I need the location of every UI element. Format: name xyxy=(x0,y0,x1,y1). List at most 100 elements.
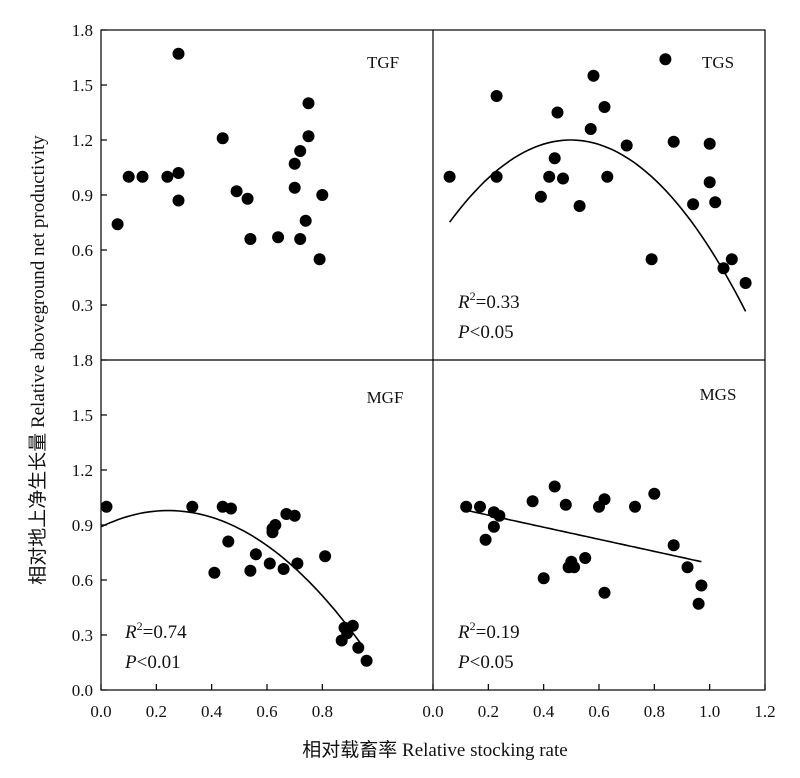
data-point-tgs-4 xyxy=(543,170,556,183)
data-point-tgs-14 xyxy=(645,253,658,266)
y-tick-label-top-5: 1.8 xyxy=(72,21,93,40)
data-point-tgs-18 xyxy=(703,137,716,150)
data-point-tgs-9 xyxy=(584,123,597,135)
data-point-mgf-5 xyxy=(225,502,237,515)
panel-mgs: MGS R2=0.19 P<0.05 xyxy=(457,385,736,673)
panels-layer: TGF TGS R2=0.33 P<0.05 MGF R2=0.74 P<0.01 MGS R2… xyxy=(100,47,752,673)
data-point-tgs-3 xyxy=(534,190,547,203)
data-point-mgs-21 xyxy=(692,597,705,610)
x-tick-label-right-3: 0.6 xyxy=(588,702,609,721)
y-tick-label-top-2: 0.9 xyxy=(72,186,93,205)
data-point-tgf-3 xyxy=(161,170,174,183)
data-point-mgs-18 xyxy=(648,487,661,500)
x-tick-label-right-1: 0.2 xyxy=(478,702,499,721)
x-tick-label-right-0: 0.0 xyxy=(422,702,443,721)
data-point-mgf-22 xyxy=(360,654,373,667)
x-tick-label-left-2: 0.4 xyxy=(201,702,223,721)
panel-label-mgf: MGF xyxy=(367,388,404,407)
y-tick-label-top-4: 1.5 xyxy=(72,76,93,95)
data-point-mgf-7 xyxy=(249,548,262,561)
x-tick-label-left-4: 0.8 xyxy=(312,702,333,721)
x-tick-label-right-6: 1.2 xyxy=(754,702,775,721)
data-point-tgs-15 xyxy=(659,53,672,66)
y-tick-label-bottom-1: 0.3 xyxy=(72,626,93,645)
data-point-tgf-13 xyxy=(288,181,301,194)
data-point-tgf-0 xyxy=(111,218,124,231)
data-point-mgf-8 xyxy=(263,557,276,570)
data-point-tgf-5 xyxy=(172,194,185,207)
data-point-tgf-12 xyxy=(288,157,301,170)
data-point-mgf-0 xyxy=(100,500,113,513)
p-annotation-mgf: P<0.01 xyxy=(124,652,181,673)
data-point-mgs-20 xyxy=(681,561,694,574)
data-point-mgs-7 xyxy=(537,572,550,585)
data-point-tgs-0 xyxy=(443,170,456,183)
data-point-tgf-10 xyxy=(244,233,257,245)
data-point-tgs-2 xyxy=(490,170,503,183)
data-point-mgs-1 xyxy=(474,500,486,513)
data-point-tgf-14 xyxy=(294,145,307,157)
data-point-mgs-2 xyxy=(479,533,492,546)
data-point-mgf-15 xyxy=(291,557,304,570)
data-point-tgf-16 xyxy=(299,214,312,227)
data-point-tgs-17 xyxy=(687,198,700,211)
y-tick-label-top-1: 0.6 xyxy=(72,241,93,260)
data-point-mgf-21 xyxy=(352,641,365,654)
data-point-tgf-7 xyxy=(216,132,229,145)
data-point-tgs-16 xyxy=(667,135,680,148)
data-point-tgs-20 xyxy=(709,196,722,209)
data-point-mgs-19 xyxy=(667,539,680,552)
data-point-mgs-4 xyxy=(487,520,500,533)
data-point-mgs-22 xyxy=(695,579,708,592)
data-point-mgs-17 xyxy=(629,500,641,513)
data-point-mgf-1 xyxy=(186,500,199,513)
panel-mgf: MGF R2=0.74 P<0.01 xyxy=(100,388,404,673)
data-point-tgf-15 xyxy=(294,233,307,245)
data-point-tgs-12 xyxy=(601,170,614,183)
y-tick-label-bottom-6: 1.8 xyxy=(72,351,93,370)
x-tick-label-right-5: 1.0 xyxy=(699,702,720,721)
data-point-tgs-10 xyxy=(587,69,600,82)
data-point-mgf-11 xyxy=(269,519,282,531)
panel-label-mgs: MGS xyxy=(700,385,737,404)
data-point-mgf-6 xyxy=(244,564,257,577)
y-tick-label-bottom-5: 1.5 xyxy=(72,406,93,425)
data-point-tgs-13 xyxy=(620,139,633,152)
data-point-mgf-12 xyxy=(277,563,290,575)
fit-line-tgs xyxy=(448,139,747,312)
data-point-tgs-5 xyxy=(548,152,561,165)
data-point-mgf-20 xyxy=(346,619,359,632)
data-point-tgf-4 xyxy=(172,167,185,179)
data-point-tgs-8 xyxy=(573,200,586,212)
x-tick-label-left-3: 0.6 xyxy=(256,702,277,721)
data-point-tgf-6 xyxy=(172,47,185,60)
data-point-tgs-11 xyxy=(598,101,611,113)
data-point-mgf-2 xyxy=(208,566,221,579)
r2-annotation-tgs: R2=0.33 xyxy=(457,289,520,313)
axes-layer: 0.3 0.6 0.9 1.2 1.5 1.8 0.0 0.3 0.6 0.9 1.2 1.5 1.8 0… xyxy=(72,21,776,721)
data-point-mgs-8 xyxy=(548,480,561,493)
data-point-mgs-9 xyxy=(559,498,572,511)
y-tick-label-top-0: 0.3 xyxy=(72,296,93,315)
y-axis-title: 相对地上净生长量 Relative aboveground net produc… xyxy=(27,135,49,585)
p-annotation-mgs: P<0.05 xyxy=(457,652,514,673)
panel-label-tgf: TGF xyxy=(367,53,399,72)
panel-tgf: TGF xyxy=(111,47,399,266)
data-point-tgf-20 xyxy=(316,189,329,201)
data-point-tgs-23 xyxy=(739,277,752,289)
data-point-tgs-7 xyxy=(557,172,569,185)
data-point-mgs-5 xyxy=(493,509,506,522)
y-tick-label-bottom-2: 0.6 xyxy=(72,571,93,590)
data-point-tgf-11 xyxy=(272,231,285,244)
data-point-tgf-9 xyxy=(241,192,254,205)
data-point-tgs-19 xyxy=(703,176,716,189)
data-point-tgf-19 xyxy=(313,253,326,266)
data-point-mgs-16 xyxy=(598,586,611,599)
data-point-tgf-18 xyxy=(302,130,315,143)
data-point-tgs-21 xyxy=(717,262,730,275)
y-tick-label-bottom-0: 0.0 xyxy=(72,681,93,700)
data-point-mgf-16 xyxy=(319,550,332,563)
fit-line-mgf xyxy=(100,509,362,645)
x-tick-label-left-1: 0.2 xyxy=(146,702,167,721)
data-point-mgs-15 xyxy=(598,493,611,506)
